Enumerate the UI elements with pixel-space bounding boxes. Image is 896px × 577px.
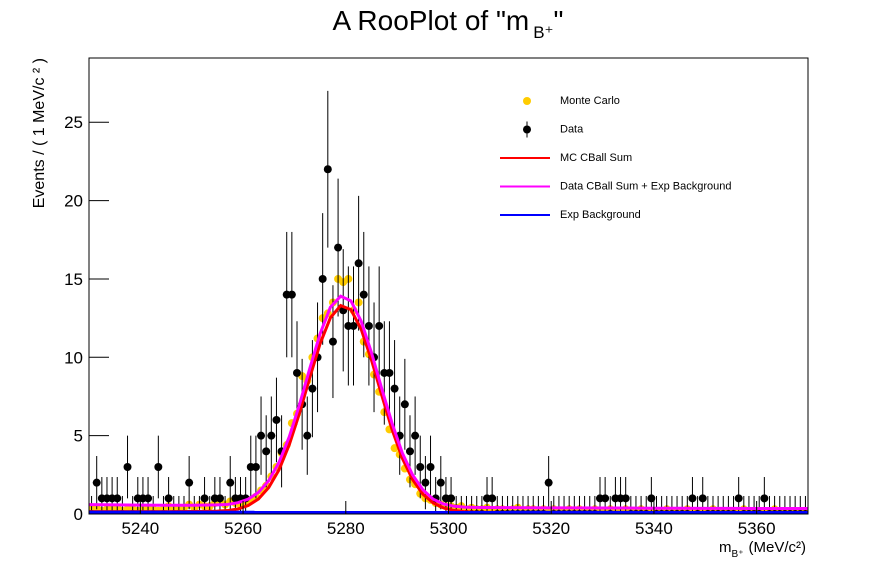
- data-point: [324, 165, 332, 173]
- legend-label: MC CBall Sum: [560, 152, 632, 164]
- data-point: [154, 463, 162, 471]
- data-point: [185, 479, 193, 487]
- y-tick-label: 10: [64, 348, 83, 367]
- x-tick-label: 5320: [532, 519, 570, 538]
- x-tick-label: 5240: [121, 519, 159, 538]
- data-point: [360, 291, 368, 299]
- data-point: [267, 432, 275, 440]
- data-point: [252, 463, 260, 471]
- data-point: [113, 494, 121, 502]
- data-point: [262, 447, 270, 455]
- data-point: [437, 479, 445, 487]
- data-point: [385, 369, 393, 377]
- x-tick-label: 5340: [635, 519, 673, 538]
- data-point: [406, 447, 414, 455]
- data-point: [165, 494, 173, 502]
- data-point: [427, 463, 435, 471]
- title-end: ": [554, 5, 564, 36]
- data-point: [124, 463, 132, 471]
- y-axis-title: Events / ( 1 MeV/c ² ): [31, 58, 48, 208]
- x-tick-label: 5280: [327, 519, 365, 538]
- data-point: [201, 494, 209, 502]
- data-point: [144, 494, 152, 502]
- data-point: [349, 322, 357, 330]
- data-point: [329, 338, 337, 346]
- y-tick-label: 5: [74, 427, 83, 446]
- data-point: [488, 494, 496, 502]
- x-title-sub: B⁺: [732, 549, 744, 560]
- y-tick-label: 25: [64, 113, 83, 132]
- data-point: [365, 322, 373, 330]
- x-title-main: m: [719, 539, 732, 556]
- data-point: [272, 416, 280, 424]
- data-point: [93, 479, 101, 487]
- legend-marker: [523, 97, 531, 105]
- data-point: [601, 494, 609, 502]
- data-point: [375, 322, 383, 330]
- x-tick-label: 5260: [224, 519, 262, 538]
- data-point: [308, 385, 316, 393]
- x-tick-label: 5360: [738, 519, 776, 538]
- title-main: A RooPlot of "m: [333, 5, 530, 36]
- title-sub: B⁺: [533, 23, 553, 42]
- data-point: [303, 432, 311, 440]
- legend-marker: [523, 126, 531, 134]
- data-point: [421, 479, 429, 487]
- y-tick-label: 15: [64, 270, 83, 289]
- data-point: [391, 385, 399, 393]
- legend-label: Data CBall Sum + Exp Background: [560, 180, 732, 192]
- data-point: [226, 479, 234, 487]
- data-point: [622, 494, 630, 502]
- data-point: [216, 494, 224, 502]
- data-point: [411, 432, 419, 440]
- data-point: [401, 400, 409, 408]
- data-point: [416, 463, 424, 471]
- data-point: [257, 432, 265, 440]
- legend-label: Data: [560, 123, 584, 135]
- data-point: [760, 494, 768, 502]
- data-point: [334, 244, 342, 252]
- x-tick-label: 5300: [430, 519, 468, 538]
- data-point: [319, 275, 327, 283]
- data-point: [545, 479, 553, 487]
- legend-label: Exp Background: [560, 209, 641, 221]
- x-title-unit: (MeV/c²): [749, 539, 807, 556]
- data-point: [735, 494, 743, 502]
- y-tick-label: 20: [64, 192, 83, 211]
- legend-label: Monte Carlo: [560, 95, 620, 107]
- data-point: [293, 369, 301, 377]
- data-point: [688, 494, 696, 502]
- data-point: [699, 494, 707, 502]
- data-point: [355, 259, 363, 267]
- data-point: [288, 291, 296, 299]
- y-tick-label: 0: [74, 505, 83, 524]
